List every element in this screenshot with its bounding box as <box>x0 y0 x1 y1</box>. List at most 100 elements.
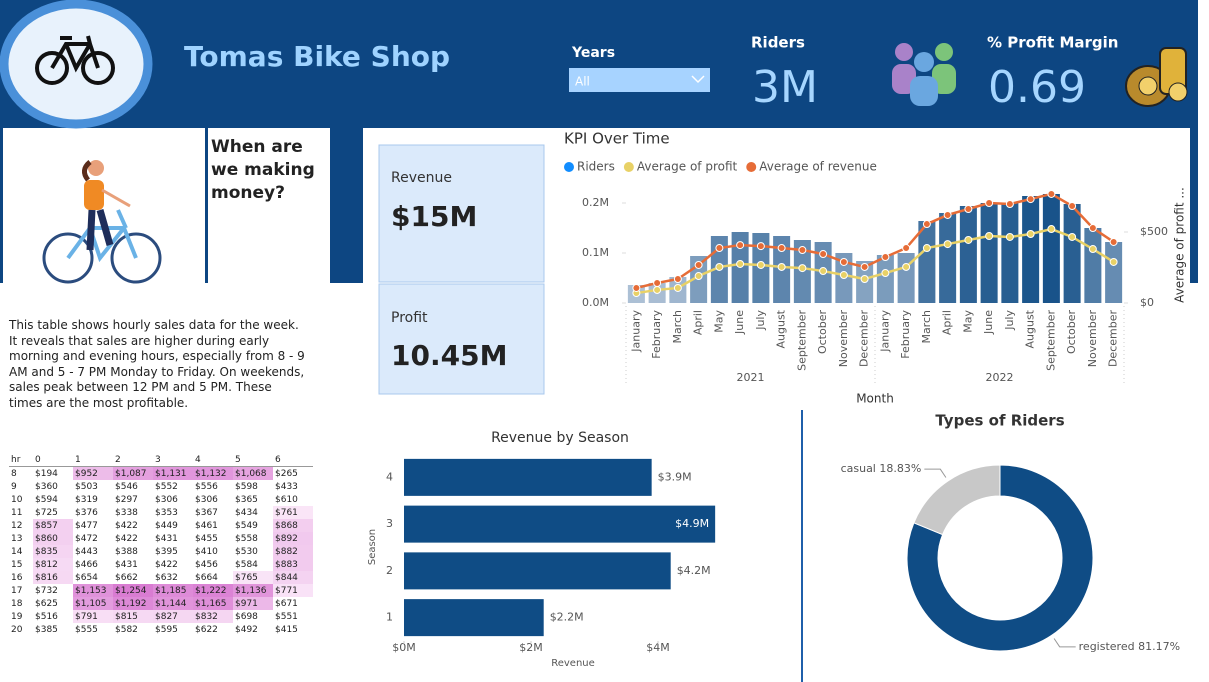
slice-name: casual <box>841 462 876 475</box>
slicer-dropdown[interactable] <box>569 68 710 92</box>
bar <box>1105 242 1123 303</box>
line-marker <box>653 278 662 287</box>
slice-name: registered <box>1079 640 1135 653</box>
table-cell: $360 <box>35 481 58 492</box>
chart-title: KPI Over Time <box>564 130 670 148</box>
line-marker <box>922 220 931 229</box>
y-axis-title: Season <box>367 529 378 565</box>
chevron[interactable] <box>691 75 705 84</box>
line-marker <box>819 250 828 259</box>
line-marker <box>902 262 911 271</box>
table-row: 10 $594 $319 $297 $306 $306 $365 $610 <box>9 493 313 506</box>
legend-marker <box>623 162 634 172</box>
table-cell: $662 <box>115 572 138 583</box>
kpi-value: 0.69 <box>988 62 1086 113</box>
x-tick-label: $4M <box>646 641 670 654</box>
table-cell: $791 <box>73 610 113 623</box>
y2-tick-label: $500 <box>1140 225 1168 238</box>
x-tick-label: March <box>671 310 684 344</box>
table-cell: $844 <box>273 571 313 584</box>
line-marker <box>1026 195 1035 204</box>
slicer-value[interactable]: All <box>575 75 590 89</box>
line-marker <box>694 260 703 269</box>
bar <box>404 599 544 637</box>
x-tick-label: August <box>1024 309 1037 348</box>
table-cell: $422 <box>115 533 138 544</box>
line-marker <box>694 272 703 281</box>
line-marker <box>860 275 869 284</box>
table-cell: $472 <box>75 533 98 544</box>
table-cell: $882 <box>273 545 313 558</box>
table-cell: $582 <box>115 624 138 635</box>
x-tick-label: November <box>1086 310 1099 368</box>
title: Tomas Bike Shop <box>184 40 450 73</box>
x-tick-label: October <box>1065 310 1078 354</box>
leader-line <box>1053 638 1076 648</box>
line-marker <box>777 244 786 253</box>
line-marker <box>798 246 807 255</box>
y-tick-label: 3 <box>386 517 393 530</box>
x-tick-label: June <box>982 310 995 335</box>
line-marker <box>839 271 848 280</box>
line-marker <box>1026 230 1035 238</box>
line-marker <box>943 210 952 219</box>
table-cell: $422 <box>155 559 178 570</box>
table-cell: $835 <box>33 545 73 558</box>
y2-axis-title: Average of profit ... <box>1173 187 1187 303</box>
table-cell: $353 <box>155 507 178 518</box>
table-cell: $857 <box>33 519 73 532</box>
line-marker <box>1068 202 1077 211</box>
line-marker <box>1068 232 1077 241</box>
x-tick-label: December <box>1107 310 1120 368</box>
line-marker <box>881 269 890 278</box>
bar <box>876 255 894 303</box>
table-cell: $732 <box>35 585 58 596</box>
table-cell: $1,105 <box>73 597 113 610</box>
table-cell: $1,192 <box>113 597 153 610</box>
table-cell: $415 <box>275 624 298 635</box>
table-cell: $1,136 <box>233 584 273 597</box>
table-cell: $388 <box>115 546 138 557</box>
table-cell: $622 <box>195 624 218 635</box>
x-tick-label: December <box>858 310 871 368</box>
table-cell: $306 <box>195 494 218 505</box>
table-cell: $338 <box>115 507 138 518</box>
bar <box>1084 228 1102 303</box>
story-text: This table shows hourly sales data for t… <box>9 318 305 410</box>
table-cell: $625 <box>35 598 58 609</box>
table-cell: $558 <box>235 533 258 544</box>
line-marker <box>943 240 952 249</box>
value-label: $3.9M <box>658 470 692 483</box>
table-cell: $892 <box>273 532 313 545</box>
table-cell: $598 <box>235 481 258 492</box>
table-row: 13 $860 $472 $422 $431 $455 $558 $892 <box>9 532 313 545</box>
row-header: 15 <box>11 559 23 570</box>
table-cell: $431 <box>115 559 138 570</box>
value-label: $2.2M <box>550 611 584 624</box>
table-cell: $664 <box>195 572 218 583</box>
table-cell: $827 <box>153 610 193 623</box>
y-tick-label: 0.1M <box>582 246 609 259</box>
bar <box>939 213 957 303</box>
x-tick-label: September <box>1044 310 1057 371</box>
line-marker <box>1109 237 1118 246</box>
table-cell: $297 <box>115 494 138 505</box>
row-header: 8 <box>11 468 17 479</box>
value-label: $4.2M <box>677 564 711 577</box>
card <box>378 144 545 283</box>
table-cell: $194 <box>35 468 58 479</box>
line-marker <box>798 264 807 273</box>
value-label: $4.9M <box>675 517 709 530</box>
column-header: 3 <box>153 453 193 467</box>
table-cell: $761 <box>273 506 313 519</box>
chart-title: Types of Riders <box>935 412 1064 430</box>
table-row: 8 $194 $952 $1,087 $1,131 $1,132 $1,068 $265 <box>9 466 313 480</box>
table-cell: $367 <box>195 507 218 518</box>
table-row: 15 $812 $466 $431 $422 $456 $584 $883 <box>9 558 313 571</box>
y-tick-label: 1 <box>386 611 393 624</box>
table-cell: $771 <box>273 584 313 597</box>
table-cell: $1,165 <box>193 597 233 610</box>
table-cell: $461 <box>195 520 218 531</box>
bar <box>404 505 716 543</box>
